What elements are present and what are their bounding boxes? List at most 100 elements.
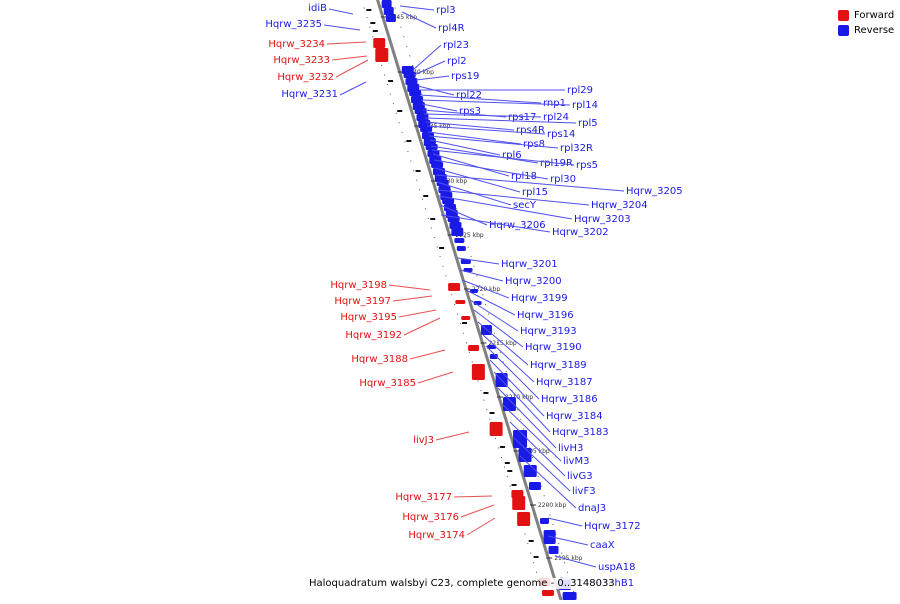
gene-label: rnp1 (543, 98, 566, 109)
gene-leader-line (485, 345, 540, 400)
gene-label: Hqrw_3205 (626, 186, 683, 197)
gene-leader-line (437, 189, 590, 206)
gene-label: rpl15 (522, 187, 548, 198)
gene-leader-line (459, 269, 504, 282)
gene-label: Hqrw_3186 (541, 394, 598, 405)
gene-label: Hqrw_3187 (536, 377, 593, 388)
gene-label: secY (513, 200, 537, 211)
gene-label: Hqrw_3200 (505, 276, 562, 287)
gene-leader-line (428, 135, 559, 149)
gene-label: caaX (590, 540, 615, 551)
gene-leader-line (419, 94, 542, 104)
reverse-gene-block (562, 592, 577, 600)
gene-leader-line (430, 145, 539, 164)
gene-label: Hqrw_3231 (281, 89, 338, 100)
gene-leader-line (438, 195, 573, 220)
gene-label: Hqrw_3183 (552, 427, 609, 438)
forward-gene-block (455, 300, 466, 304)
feature-mark (489, 412, 495, 414)
gene-label: rps19 (451, 71, 479, 82)
feature-mark (533, 556, 539, 558)
gene-label: Hqrw_3177 (395, 492, 452, 503)
feature-mark (430, 218, 436, 220)
gene-label: Hqrw_3193 (520, 326, 577, 337)
reverse-gene-block (425, 144, 438, 150)
reverse-gene-block (443, 204, 456, 211)
gene-leader-line (429, 139, 501, 156)
scale-tick-label: 2200 kbp (538, 502, 566, 509)
gene-leader-line (427, 131, 522, 145)
forward-gene-block (541, 590, 554, 596)
gene-leader-line (435, 174, 625, 192)
reverse-gene-block (385, 14, 396, 22)
gene-label: rpl3 (436, 5, 456, 16)
reverse-gene-block (421, 132, 434, 139)
gene-label: rpl4R (438, 23, 465, 34)
gene-label: Hqrw_3204 (591, 200, 648, 211)
gene-leader-line (339, 81, 367, 96)
gene-leader-line (323, 24, 361, 31)
reverse-gene-block (451, 228, 464, 236)
reverse-gene-block (528, 482, 541, 490)
feature-mark (462, 322, 468, 324)
gene-leader-line (403, 317, 441, 336)
reverse-swatch-icon (838, 25, 849, 36)
legend-forward: Forward (838, 8, 894, 23)
gene-leader-line (424, 117, 577, 124)
gene-label: Hqrw_3235 (265, 19, 322, 30)
scale-tick-label: 2210 kbp (505, 394, 533, 401)
gene-label: livG3 (567, 471, 593, 482)
reverse-gene-block (431, 162, 444, 168)
gene-leader-line (421, 103, 458, 112)
forward-gene-block (448, 283, 461, 291)
gene-leader-line (435, 431, 470, 441)
gene-leader-line (431, 149, 575, 166)
gene-leader-line (461, 279, 510, 299)
gene-label: Hqrw_3174 (408, 530, 465, 541)
gene-label: uspA18 (598, 562, 635, 573)
gene-leader-line (465, 289, 516, 316)
reverse-gene-block (454, 238, 465, 243)
gene-leader-line (412, 44, 442, 71)
reverse-gene-block (405, 78, 418, 85)
gene-label: Hqrw_3190 (525, 342, 582, 353)
gene-leader-line (425, 121, 515, 131)
gene-label: rpl29 (567, 85, 593, 96)
gene-leader-line (388, 284, 431, 291)
backbone-line (376, 0, 564, 604)
forward-gene-block (375, 48, 389, 62)
reverse-gene-block (487, 345, 497, 349)
gene-leader-line (493, 371, 551, 433)
forward-gene-block (489, 422, 503, 436)
gene-leader-line (453, 495, 493, 498)
legend-forward-label: Forward (854, 10, 895, 21)
feature-mark (423, 195, 429, 197)
gene-label: Hqrw_3201 (501, 259, 558, 270)
gene-leader-line (417, 371, 454, 384)
gene-leader-line (433, 159, 549, 180)
gene-label: rps4R (516, 125, 545, 136)
gene-label: rps14 (547, 129, 575, 140)
gene-leader-line (481, 333, 535, 383)
gene-leader-line (457, 257, 500, 265)
gene-label: livJ3 (413, 435, 434, 446)
gene-label: rpl5 (578, 118, 598, 129)
reverse-gene-block (460, 259, 471, 264)
gene-leader-line (554, 555, 597, 568)
gene-label: rpl14 (572, 100, 598, 111)
gene-label: livH3 (558, 443, 583, 454)
gene-leader-line (519, 455, 577, 509)
gene-label: rpl32R (560, 143, 593, 154)
forward-gene-block (471, 364, 485, 380)
forward-gene-block (373, 38, 386, 48)
gene-label: rps5 (576, 160, 598, 171)
gene-label: Hqrw_3172 (584, 521, 641, 532)
gene-label: rpl23 (443, 40, 469, 51)
gene-leader-line (423, 113, 542, 118)
gene-leader-line (328, 8, 354, 15)
gene-label: Hqrw_3232 (277, 72, 334, 83)
feature-mark (388, 80, 394, 82)
gene-label: dnaJ3 (578, 503, 606, 514)
gene-leader-line (401, 11, 437, 29)
